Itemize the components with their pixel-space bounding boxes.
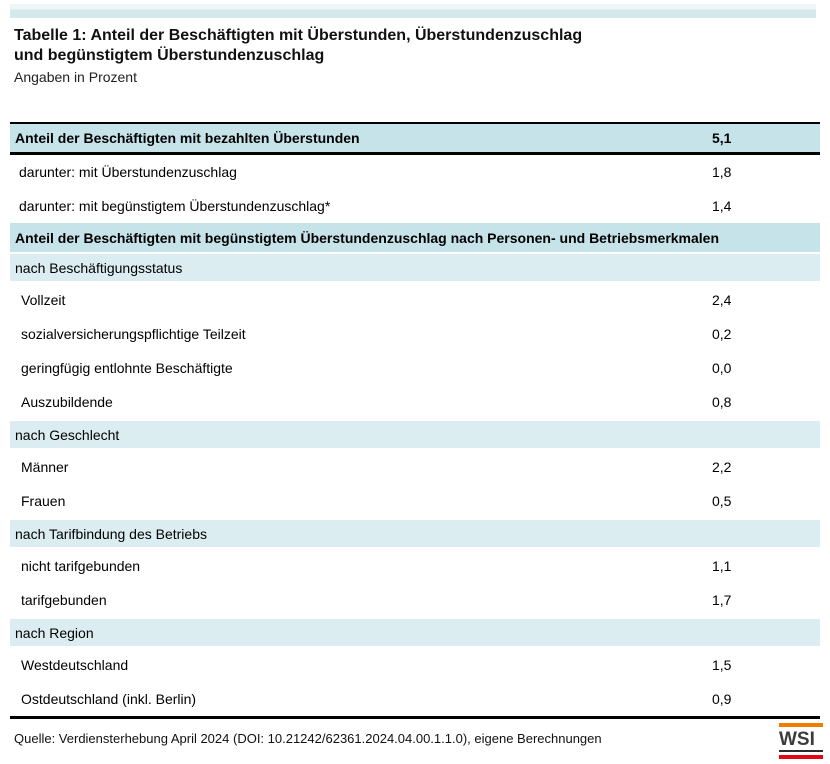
group-label: nach Beschäftigungsstatus [15,259,183,276]
table-row-vollzeit: Vollzeit 2,4 [10,283,820,317]
row-value: 1,5 [712,657,732,673]
row-label: Ostdeutschland (inkl. Berlin) [21,691,197,707]
table-section-header: Anteil der Beschäftigten mit begünstigte… [10,223,820,252]
row-value: 0,0 [712,360,732,376]
table-title-line2: und begünstigtem Überstundenzuschlag [14,47,325,64]
row-value: 0,2 [712,326,732,342]
table-row-teilzeit: sozialversicherungspflichtige Teilzeit 0… [10,317,820,351]
row-label: Anteil der Beschäftigten mit bezahlten Ü… [15,130,360,146]
section-label: Anteil der Beschäftigten mit begünstigte… [15,229,720,246]
row-value: 5,1 [712,130,732,146]
table-group-tarifbindung: nach Tarifbindung des Betriebs [10,518,820,549]
group-label: nach Tarifbindung des Betriebs [15,525,207,542]
table-row-westdeutschland: Westdeutschland 1,5 [10,648,820,682]
table-row-maenner: Männer 2,2 [10,450,820,484]
table-group-employment-status: nach Beschäftigungsstatus [10,252,820,283]
footer: Quelle: Verdiensterhebung April 2024 (DO… [10,719,823,759]
table-row-auszubildende: Auszubildende 0,8 [10,385,820,419]
table-group-geschlecht: nach Geschlecht [10,419,820,450]
group-label: nach Geschlecht [15,426,120,443]
logo-orange-bar [779,723,823,727]
row-value: 2,2 [712,459,732,475]
top-accent-bar [10,4,816,18]
table-row-with-surcharge: darunter: mit Überstundenzuschlag 1,8 [10,155,820,189]
row-value: 1,8 [712,164,732,180]
row-label: tarifgebunden [21,592,107,608]
row-label: Auszubildende [21,394,113,410]
row-value: 1,7 [712,592,732,608]
table-subtitle: Angaben in Prozent [14,69,137,85]
table-row-frauen: Frauen 0,5 [10,484,820,518]
table-row-ostdeutschland: Ostdeutschland (inkl. Berlin) 0,9 [10,682,820,716]
table-row-geringfuegig: geringfügig entlohnte Beschäftigte 0,0 [10,351,820,385]
group-label: nach Region [15,624,94,641]
data-table: Anteil der Beschäftigten mit bezahlten Ü… [10,122,820,719]
row-label: Vollzeit [21,292,66,308]
table-row-with-privileged-surcharge: darunter: mit begünstigtem Überstundenzu… [10,189,820,223]
table-row-nicht-tarifgebunden: nicht tarifgebunden 1,1 [10,549,820,583]
row-label: darunter: mit Überstundenzuschlag [19,164,237,180]
table-title-line1: Tabelle 1: Anteil der Beschäftigten mit … [14,27,583,44]
wsi-logo: WSI [779,723,823,759]
table-row-tarifgebunden: tarifgebunden 1,7 [10,583,820,617]
row-value: 0,9 [712,691,732,707]
row-label: Frauen [21,493,66,509]
table-row-total-overtime: Anteil der Beschäftigten mit bezahlten Ü… [10,122,820,155]
row-value: 0,5 [712,493,732,509]
logo-text: WSI [779,729,823,752]
row-label: sozialversicherungspflichtige Teilzeit [21,326,246,342]
row-label: Westdeutschland [21,657,129,673]
row-label: nicht tarifgebunden [21,558,141,574]
row-label: darunter: mit begünstigtem Überstundenzu… [19,198,331,214]
row-label: geringfügig entlohnte Beschäftigte [21,360,233,376]
row-value: 0,8 [712,394,732,410]
logo-red-bar [779,755,823,759]
row-label: Männer [21,459,69,475]
table-title: Tabelle 1: Anteil der Beschäftigten mit … [14,26,820,66]
row-value: 1,4 [712,198,732,214]
row-value: 2,4 [712,292,732,308]
source-note: Quelle: Verdiensterhebung April 2024 (DO… [14,731,602,746]
table-group-region: nach Region [10,617,820,648]
row-value: 1,1 [712,558,732,574]
